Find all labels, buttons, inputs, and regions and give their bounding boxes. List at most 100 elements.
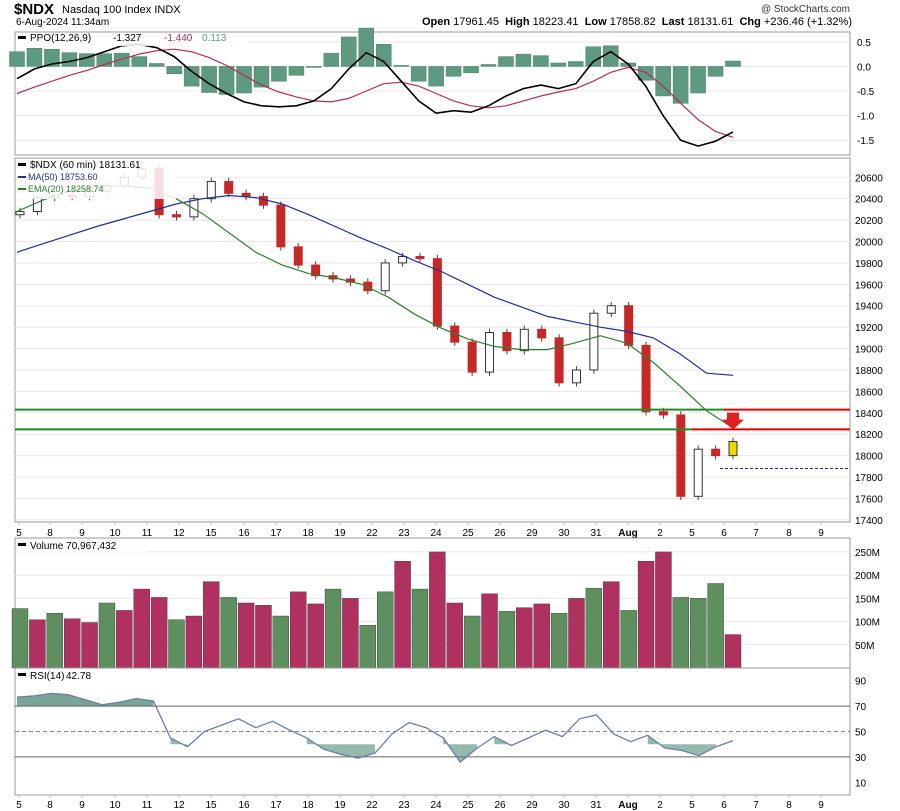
- ppo-histogram-bar: [306, 66, 322, 68]
- ppo-histogram-bar: [410, 66, 427, 82]
- volume-bar: [29, 619, 46, 669]
- ppo-histogram-bar: [725, 60, 741, 67]
- price-candle: [502, 332, 512, 352]
- price-tick-label: 19400: [855, 302, 883, 313]
- quote-line: Open 17961.45 High 18223.41 Low 17858.82…: [422, 16, 852, 28]
- rsi-line: [16, 692, 734, 763]
- rsi-date-label: 30: [558, 800, 570, 811]
- ma50-line: [16, 194, 734, 376]
- volume-bar: [203, 581, 220, 669]
- ppo-histogram-bar: [690, 66, 706, 94]
- price-date-label: 5: [689, 528, 695, 539]
- price-date-label: 7: [753, 528, 759, 539]
- volume-bar: [290, 591, 307, 669]
- ppo-histogram-bar: [9, 51, 25, 67]
- price-date-label: 24: [430, 528, 442, 539]
- high-value: 18223.41: [532, 16, 579, 28]
- ppo-tick-label: 0.0: [857, 62, 871, 73]
- price-candle: [380, 262, 390, 292]
- volume-bar: [498, 611, 516, 669]
- ppo-histogram-bar: [533, 55, 549, 67]
- instrument-name: Nasdaq 100 Index INDX: [62, 4, 181, 16]
- ema20-legend-swatch: [18, 188, 26, 190]
- volume-bar: [724, 634, 742, 669]
- watermark: @ StockCharts.com: [760, 4, 850, 15]
- ppo-tick-label: -0.5: [857, 87, 875, 98]
- price-candle: [641, 344, 651, 413]
- ppo-histogram-bar: [166, 66, 182, 75]
- price-legend-bg: [16, 159, 176, 199]
- volume-bar: [116, 610, 133, 669]
- ppo-histogram-bar: [585, 46, 602, 67]
- price-date-label: 17: [270, 528, 282, 539]
- rsi-date-label: 5: [16, 800, 22, 811]
- price-candle: [711, 448, 721, 457]
- last-value: 18131.61: [687, 16, 734, 28]
- volume-bar: [603, 581, 620, 669]
- rsi-date-label: 15: [205, 800, 217, 811]
- price-candle: [519, 328, 529, 352]
- volume-legend-bg: [16, 539, 146, 552]
- volume-bar: [255, 605, 272, 669]
- rsi-date-label: 10: [109, 800, 121, 811]
- price-date-label: 9: [818, 528, 824, 539]
- ppo-histogram-bar: [44, 48, 60, 67]
- price-candle: [398, 255, 408, 264]
- volume-tick-label: 50M: [855, 641, 874, 652]
- ppo-legend-label: PPO(12,26,9): [30, 33, 91, 44]
- price-date-label: 19: [334, 528, 346, 539]
- price-candle: [206, 181, 216, 200]
- volume-bar: [272, 615, 290, 669]
- volume-tick-label: 250M: [855, 548, 880, 559]
- price-candle: [293, 246, 303, 266]
- ppo-histogram-bar: [393, 65, 409, 67]
- rsi-legend-bg: [16, 669, 116, 682]
- ppo-histogram-bar: [26, 47, 43, 67]
- price-date-label: 18: [302, 528, 314, 539]
- volume-bar: [237, 602, 255, 669]
- price-date-label: 23: [398, 528, 410, 539]
- price-legend-swatch: [18, 163, 26, 166]
- volume-bar: [585, 587, 603, 669]
- price-date-label: 10: [109, 528, 121, 539]
- price-candle: [606, 305, 616, 314]
- ppo-histogram-bar: [271, 66, 287, 82]
- rsi-date-label: 9: [818, 800, 824, 811]
- rsi-date-label: 8: [47, 800, 53, 811]
- volume-bar: [463, 615, 481, 669]
- rsi-tick-label: 10: [855, 778, 867, 789]
- ppo-histogram-bar: [288, 66, 305, 76]
- price-tick-label: 19600: [855, 280, 883, 291]
- price-date-label: 8: [786, 528, 792, 539]
- rsi-date-label: 12: [173, 800, 185, 811]
- ppo-tick-label: 0.5: [857, 38, 871, 49]
- volume-bar: [568, 598, 585, 669]
- rsi-legend-value: 42.78: [66, 671, 91, 682]
- rsi-legend-swatch: [18, 673, 26, 676]
- volume-legend-swatch: [18, 543, 26, 546]
- price-candle: [693, 448, 703, 497]
- price-tick-label: 19800: [855, 259, 883, 270]
- volume-bar: [516, 607, 533, 669]
- ema20-legend-label: EMA(20) 18258.74: [28, 184, 104, 194]
- price-candle: [554, 337, 564, 384]
- volume-bar: [150, 597, 168, 669]
- rsi-date-label: 19: [334, 800, 346, 811]
- ppo-tick-label: -1.0: [857, 112, 875, 123]
- volume-bar: [690, 598, 707, 669]
- ma50-legend-label: MA(50) 18753.60: [28, 172, 98, 182]
- price-tick-label: 20200: [855, 216, 883, 227]
- rsi-date-label: 26: [494, 800, 506, 811]
- rsi-date-label: 6: [721, 800, 727, 811]
- price-tick-label: 17600: [855, 494, 883, 505]
- price-candle: [571, 369, 581, 384]
- price-date-label: 11: [142, 528, 153, 539]
- price-candle: [189, 198, 199, 218]
- rsi-tick-label: 30: [855, 753, 867, 764]
- price-tick-label: 18200: [855, 430, 883, 441]
- rsi-date-label: 17: [270, 800, 282, 811]
- ma50-legend-swatch: [18, 176, 26, 178]
- volume-bar: [46, 613, 63, 669]
- rsi-date-label: 7: [753, 800, 759, 811]
- last-label: Last: [661, 16, 685, 28]
